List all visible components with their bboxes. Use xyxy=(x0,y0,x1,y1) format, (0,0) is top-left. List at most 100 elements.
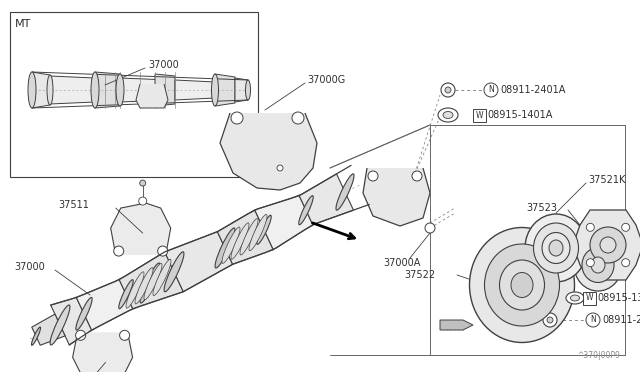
Ellipse shape xyxy=(222,227,240,263)
Ellipse shape xyxy=(511,273,533,298)
Ellipse shape xyxy=(126,272,144,308)
Circle shape xyxy=(586,223,595,231)
Polygon shape xyxy=(220,113,317,190)
Circle shape xyxy=(277,165,283,171)
Text: 37511: 37511 xyxy=(59,200,90,210)
Polygon shape xyxy=(51,298,92,345)
Text: 37522: 37522 xyxy=(404,270,435,280)
Polygon shape xyxy=(111,203,171,255)
Circle shape xyxy=(412,171,422,181)
Polygon shape xyxy=(215,74,235,106)
Circle shape xyxy=(445,87,451,93)
Text: MT: MT xyxy=(15,19,31,29)
Circle shape xyxy=(547,317,553,323)
Ellipse shape xyxy=(28,72,36,108)
Polygon shape xyxy=(300,174,353,225)
Circle shape xyxy=(621,223,630,231)
Ellipse shape xyxy=(119,280,133,309)
Polygon shape xyxy=(155,74,175,106)
Polygon shape xyxy=(72,332,132,372)
Ellipse shape xyxy=(215,228,235,268)
Circle shape xyxy=(441,83,455,97)
Polygon shape xyxy=(120,78,170,102)
Text: N: N xyxy=(488,86,494,94)
Text: 08911-2082A: 08911-2082A xyxy=(602,315,640,325)
Ellipse shape xyxy=(91,72,99,108)
Text: 37000A: 37000A xyxy=(383,258,420,268)
Text: 37000G: 37000G xyxy=(307,75,345,85)
Circle shape xyxy=(425,223,435,233)
Ellipse shape xyxy=(534,223,579,273)
Ellipse shape xyxy=(499,260,545,310)
Text: W: W xyxy=(476,110,483,119)
Text: 37523: 37523 xyxy=(526,203,557,213)
Circle shape xyxy=(621,259,630,267)
Circle shape xyxy=(600,237,616,253)
Polygon shape xyxy=(363,168,430,226)
Circle shape xyxy=(543,313,557,327)
Ellipse shape xyxy=(438,108,458,122)
Text: N: N xyxy=(590,315,596,324)
Ellipse shape xyxy=(443,112,453,119)
Text: 08915-1381A: 08915-1381A xyxy=(597,293,640,303)
Circle shape xyxy=(586,313,600,327)
FancyBboxPatch shape xyxy=(472,109,486,122)
Ellipse shape xyxy=(144,263,162,300)
Polygon shape xyxy=(164,232,232,292)
Circle shape xyxy=(114,246,124,256)
Circle shape xyxy=(76,330,86,340)
Ellipse shape xyxy=(31,327,40,345)
Circle shape xyxy=(586,259,595,267)
Circle shape xyxy=(139,197,147,205)
Circle shape xyxy=(292,112,304,124)
Ellipse shape xyxy=(336,174,354,210)
Polygon shape xyxy=(76,280,132,330)
Ellipse shape xyxy=(570,295,579,301)
Ellipse shape xyxy=(153,259,171,296)
Text: 08915-1401A: 08915-1401A xyxy=(487,110,552,120)
Polygon shape xyxy=(136,84,168,108)
Ellipse shape xyxy=(231,223,249,259)
Text: ^370|00P9: ^370|00P9 xyxy=(577,351,620,360)
FancyBboxPatch shape xyxy=(582,292,595,305)
Polygon shape xyxy=(50,76,95,104)
Ellipse shape xyxy=(50,305,70,345)
Bar xyxy=(10,12,258,177)
Ellipse shape xyxy=(574,239,622,291)
Polygon shape xyxy=(255,196,313,250)
Text: 37000: 37000 xyxy=(148,60,179,70)
Ellipse shape xyxy=(257,215,271,244)
Ellipse shape xyxy=(525,214,587,282)
Ellipse shape xyxy=(240,219,258,255)
Ellipse shape xyxy=(116,74,124,106)
Polygon shape xyxy=(119,252,183,309)
Ellipse shape xyxy=(135,267,153,304)
Polygon shape xyxy=(573,210,640,280)
Ellipse shape xyxy=(484,244,559,326)
Polygon shape xyxy=(235,78,248,102)
Ellipse shape xyxy=(140,263,160,303)
Circle shape xyxy=(590,227,626,263)
Ellipse shape xyxy=(47,75,53,105)
Circle shape xyxy=(157,246,168,256)
Circle shape xyxy=(140,180,146,186)
Ellipse shape xyxy=(566,292,584,304)
Polygon shape xyxy=(440,320,473,330)
Text: W: W xyxy=(585,294,593,302)
Ellipse shape xyxy=(470,228,575,343)
Polygon shape xyxy=(218,210,273,264)
Ellipse shape xyxy=(164,252,184,292)
Ellipse shape xyxy=(76,298,92,330)
Circle shape xyxy=(484,83,498,97)
Polygon shape xyxy=(95,72,120,108)
Polygon shape xyxy=(32,72,50,108)
Text: 37521K: 37521K xyxy=(588,175,625,185)
Ellipse shape xyxy=(299,196,313,225)
Ellipse shape xyxy=(246,80,250,100)
Text: 37000: 37000 xyxy=(14,262,45,272)
Circle shape xyxy=(231,112,243,124)
Text: 08911-2401A: 08911-2401A xyxy=(500,85,565,95)
Ellipse shape xyxy=(591,257,605,273)
Polygon shape xyxy=(32,314,65,345)
Ellipse shape xyxy=(249,214,267,251)
